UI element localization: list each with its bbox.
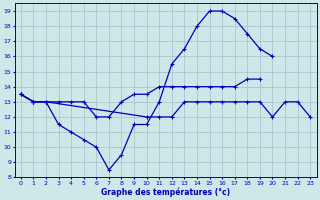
X-axis label: Graphe des températures (°c): Graphe des températures (°c) xyxy=(101,187,230,197)
